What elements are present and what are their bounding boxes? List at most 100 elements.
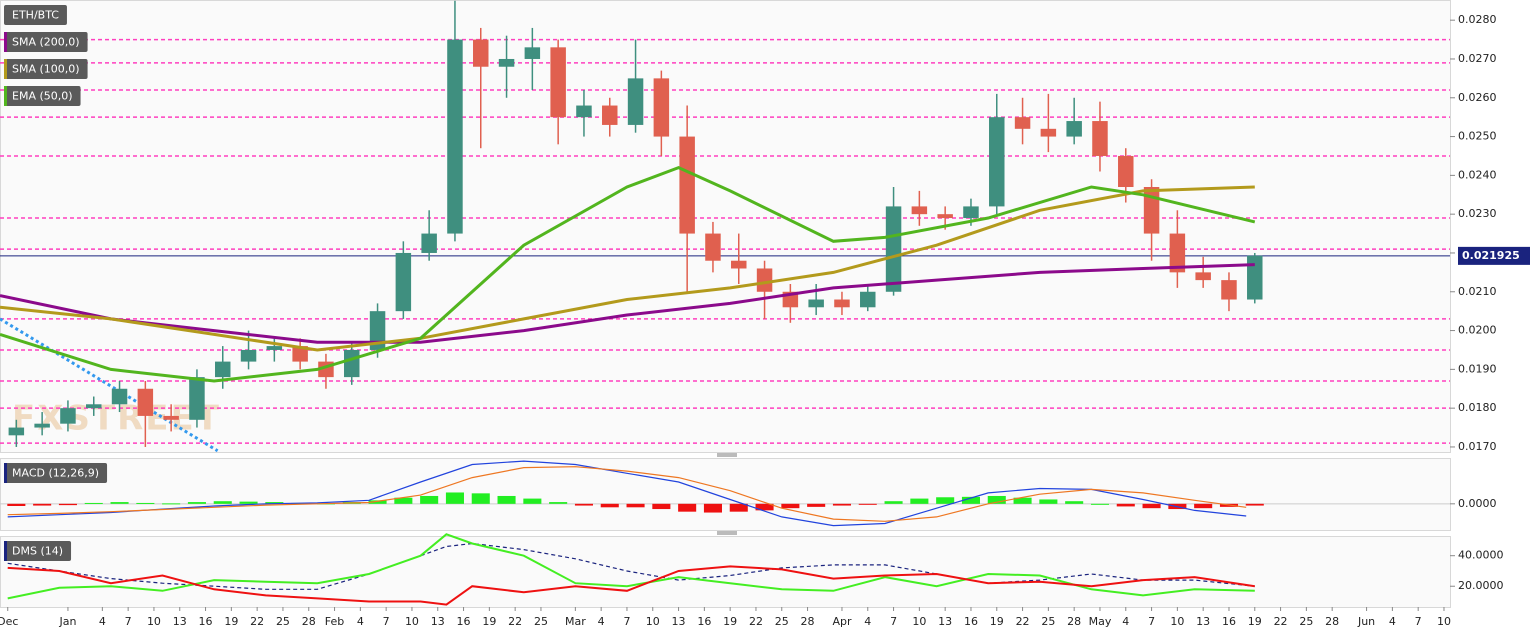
legend-swatch [4,59,7,79]
candle-body [1195,272,1211,281]
x-tick-label: 10 [1170,615,1184,628]
x-tick-label: 19 [482,615,496,628]
x-tick-label: Mar [565,615,586,628]
x-tick-label: 22 [250,615,264,628]
x-tick-label: 7 [1415,615,1422,628]
x-tick-label: 22 [749,615,763,628]
x-tick-label: 4 [598,615,605,628]
y-tick-label: 0.0250 [1458,130,1497,143]
histogram-bar [936,497,955,504]
candle-body [1247,255,1263,300]
x-tick-label: 10 [405,615,419,628]
x-tick-label: 13 [1196,615,1210,628]
x-tick-label: 19 [990,615,1004,628]
y-tick-label: 0.0180 [1458,401,1497,414]
histogram-bar [420,495,439,504]
histogram-bar [239,501,258,504]
legend-label: MACD (12,26,9) [12,467,99,480]
candle-body [1092,121,1108,156]
histogram-bar [832,503,851,506]
histogram-bar [187,502,206,504]
x-tick-label: 28 [1067,615,1081,628]
x-tick-label: 25 [1041,615,1055,628]
histogram-bar [781,503,800,509]
candle-body [989,117,1005,207]
histogram-bar [1245,503,1264,506]
histogram-bar [600,503,619,508]
x-tick-label: 16 [457,615,471,628]
histogram-bar [910,498,929,504]
legend-entry: EMA (50,0) [4,86,81,106]
legend-entry: SMA (100,0) [4,59,88,79]
x-tick-label: Dec [0,615,18,628]
histogram-bar [1065,501,1084,504]
x-tick-label: May [1089,615,1112,628]
x-tick-label: 25 [534,615,548,628]
legend-swatch [4,32,7,52]
y-tick-label: 0.0210 [1458,285,1497,298]
histogram-bar [729,503,748,512]
legend-box [4,541,72,561]
y-tick-label: 0.0190 [1458,362,1497,375]
histogram-bar [1090,503,1110,505]
x-tick-label: Feb [325,615,344,628]
x-tick-label: 4 [1122,615,1129,628]
histogram-bar [626,503,645,508]
x-tick-label: 10 [147,615,161,628]
x-tick-label: 16 [964,615,978,628]
candle-body [266,346,283,350]
x-tick-label: 16 [697,615,711,628]
legend-entry: ETH/BTC [4,5,67,25]
x-tick-label: 28 [302,615,316,628]
candle-body [395,252,412,312]
last-price-box [1458,246,1530,265]
series-line [7,565,1255,606]
candle-body [1143,187,1160,234]
histogram-bar [574,503,593,506]
histogram-bar [497,495,516,504]
macd-pane [0,458,1451,531]
legend-box [4,86,81,106]
series-line [0,317,219,453]
series-line [0,185,1255,352]
x-tick-label: 28 [801,615,815,628]
x-tick-label: 19 [1248,615,1262,628]
candle-body [653,78,670,137]
candle-body [860,291,876,308]
x-tick-label: 10 [646,615,660,628]
x-tick-label: 7 [890,615,897,628]
candle-body [1040,128,1057,137]
candle-body [292,346,308,362]
histogram-bar [368,500,387,504]
legend-label: EMA (50,0) [12,90,73,103]
histogram-bar [1142,503,1161,509]
histogram-bar [1013,497,1032,504]
histogram-bar [807,503,826,507]
candle-body [163,415,179,420]
candle-body [627,78,644,125]
x-tick-label: 7 [623,615,630,628]
legend-entry: DMS (14) [4,541,72,561]
x-tick-label: 22 [1016,615,1030,628]
candle-body [911,206,928,215]
y-tick-label: 40.0000 [1458,549,1504,562]
candle-body [576,105,592,118]
x-tick-label: 25 [775,615,789,628]
histogram-bar [213,501,232,504]
legend-box [4,463,108,483]
x-tick-label: 28 [1325,615,1339,628]
x-tick-label: 4 [1389,615,1396,628]
histogram-bar [84,502,103,504]
legend-entry: MACD (12,26,9) [4,463,108,483]
main-pane [0,0,1451,453]
histogram-bar [987,495,1006,504]
candle-body [937,214,953,219]
candle-body [550,47,566,118]
series-line [0,263,1255,344]
x-tick-label: 10 [1437,615,1451,628]
histogram-bar [445,492,464,504]
pane-handle[interactable] [717,453,737,535]
legend-label: DMS (14) [12,545,63,558]
dms-pane [0,536,1451,608]
candle-body [421,233,437,253]
